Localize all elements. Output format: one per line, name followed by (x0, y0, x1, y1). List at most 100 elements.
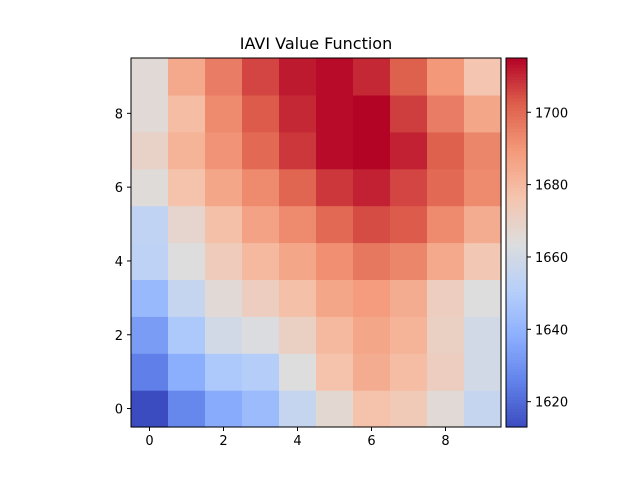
colorbar-segment (506, 113, 527, 118)
heatmap-cell-r5-c0 (131, 205, 169, 244)
heatmap-cell-r0-c2 (205, 390, 243, 428)
colorbar-segment (506, 125, 527, 130)
heatmap-cell-r2-c0 (131, 316, 169, 354)
heatmap-cell-r6-c9 (464, 168, 502, 207)
colorbar-segment (506, 193, 527, 197)
colorbar-segment (506, 217, 527, 222)
heatmap-cell-r0-c9 (464, 390, 502, 428)
colorbar-segment (506, 245, 527, 250)
y-tick-label: 8 (115, 107, 123, 122)
heatmap-cell-r3-c8 (427, 279, 465, 317)
y-tick-label: 4 (115, 255, 123, 270)
heatmap-cell-r6-c4 (279, 168, 317, 207)
colorbar-segment (506, 227, 527, 231)
colorbar (506, 58, 527, 428)
heatmap-cell-r5-c7 (390, 205, 428, 244)
heatmap-cell-r0-c7 (390, 390, 428, 428)
colorbar-tick-label: 1680 (535, 179, 568, 194)
colorbar-segment (506, 181, 527, 185)
heatmap-cells (131, 58, 502, 428)
colorbar-segment (506, 322, 527, 327)
heatmap-cell-r4-c2 (205, 242, 243, 280)
colorbar-segment (506, 224, 527, 228)
colorbar-segment (506, 91, 527, 96)
heatmap-cell-r7-c0 (131, 131, 169, 170)
heatmap-cell-r9-c7 (390, 58, 428, 96)
heatmap-cell-r7-c7 (390, 131, 428, 170)
heatmap-cell-r2-c7 (390, 316, 428, 354)
colorbar-segment (506, 122, 527, 127)
heatmap-cell-r9-c5 (316, 58, 354, 96)
heatmap-cell-r8-c2 (205, 94, 243, 133)
heatmap-cell-r1-c2 (205, 353, 243, 391)
heatmap-cell-r4-c4 (279, 242, 317, 280)
colorbar-segment (506, 128, 527, 133)
colorbar-segment (506, 334, 527, 339)
colorbar-segment (506, 300, 527, 305)
colorbar-segment (506, 414, 527, 419)
heatmap-cell-r7-c2 (205, 131, 243, 170)
colorbar-frame (505, 57, 528, 428)
heatmap-cell-r7-c6 (353, 131, 391, 170)
colorbar-segment (506, 97, 527, 102)
heatmap-cell-r0-c0 (131, 390, 169, 428)
colorbar-segment (506, 199, 527, 204)
heatmap-cell-r8-c0 (131, 94, 169, 133)
x-tick-label: 6 (367, 434, 375, 449)
y-axis: 0 2 4 6 8 (115, 107, 131, 418)
heatmap-cell-r8-c3 (242, 94, 280, 133)
heatmap-cell-r1-c0 (131, 353, 169, 391)
heatmap-cell-r2-c2 (205, 316, 243, 354)
x-tick-label: 0 (145, 434, 153, 449)
heatmap-cell-r3-c4 (279, 279, 317, 317)
colorbar-segment (506, 101, 527, 105)
colorbar-segment (506, 208, 527, 213)
colorbar-segment (506, 257, 527, 262)
colorbar-segment (506, 165, 527, 170)
colorbar-segment (506, 362, 527, 367)
heatmap-cell-r5-c8 (427, 205, 465, 244)
colorbar-segment (506, 276, 527, 280)
colorbar-segment (506, 150, 527, 154)
heatmap-cell-r4-c8 (427, 242, 465, 280)
colorbar-segment (506, 174, 527, 179)
heatmap-cell-r6-c7 (390, 168, 428, 207)
colorbar-segment (506, 337, 527, 342)
heatmap-cell-r9-c2 (205, 58, 243, 96)
colorbar-segment (506, 144, 527, 148)
colorbar-segment (506, 76, 527, 81)
heatmap-cell-r0-c4 (279, 390, 317, 428)
colorbar-segment (506, 73, 527, 78)
colorbar-segment (506, 304, 527, 308)
colorbar-segment (506, 116, 527, 121)
y-tick-label: 0 (115, 403, 123, 418)
heatmap-cell-r9-c8 (427, 58, 465, 96)
heatmap-cell-r2-c5 (316, 316, 354, 354)
colorbar-segment (506, 70, 527, 74)
colorbar-segment (506, 153, 527, 157)
colorbar-segment (506, 119, 527, 124)
colorbar-segment (506, 88, 527, 93)
colorbar-segment (506, 254, 527, 259)
heatmap-cell-r3-c5 (316, 279, 354, 317)
colorbar-segment (506, 220, 527, 225)
heatmap-cell-r1-c3 (242, 353, 280, 391)
heatmap-cell-r2-c1 (168, 316, 206, 354)
colorbar-segment (506, 267, 527, 271)
heatmap-cell-r4-c3 (242, 242, 280, 280)
heatmap-cell-r1-c4 (279, 353, 317, 391)
heatmap-cell-r5-c9 (464, 205, 502, 244)
heatmap-cell-r7-c4 (279, 131, 317, 170)
x-tick-label: 2 (219, 434, 227, 449)
colorbar-segment (506, 279, 527, 284)
colorbar-segment (506, 196, 527, 201)
colorbar-segment (506, 156, 527, 161)
colorbar-segment (506, 248, 527, 253)
heatmap-cell-r8-c1 (168, 94, 206, 133)
colorbar-segment (506, 374, 527, 379)
colorbar-segment (506, 79, 527, 84)
colorbar-segment (506, 417, 527, 422)
heatmap-cell-r2-c3 (242, 316, 280, 354)
heatmap-cell-r3-c1 (168, 279, 206, 317)
